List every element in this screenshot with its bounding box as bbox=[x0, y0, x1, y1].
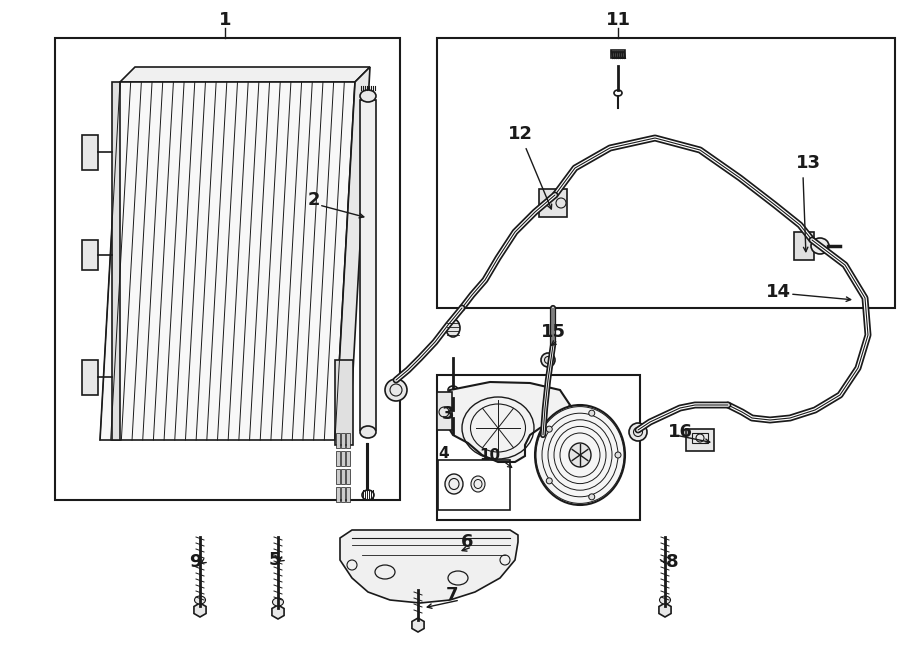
Ellipse shape bbox=[471, 476, 485, 492]
Bar bbox=[341, 451, 345, 466]
Bar bbox=[336, 451, 340, 466]
Bar bbox=[341, 433, 345, 448]
Text: 6: 6 bbox=[461, 533, 473, 551]
Bar bbox=[360, 100, 376, 430]
Text: 14: 14 bbox=[766, 283, 790, 301]
Ellipse shape bbox=[535, 405, 625, 505]
Bar bbox=[346, 469, 350, 484]
Ellipse shape bbox=[445, 474, 463, 494]
Text: 9: 9 bbox=[189, 553, 202, 571]
Ellipse shape bbox=[360, 426, 376, 438]
Bar bbox=[437, 392, 452, 430]
Bar bbox=[346, 487, 350, 502]
Ellipse shape bbox=[447, 402, 459, 414]
Ellipse shape bbox=[194, 596, 205, 604]
Ellipse shape bbox=[385, 379, 407, 401]
Polygon shape bbox=[340, 530, 518, 603]
Polygon shape bbox=[100, 82, 355, 440]
Text: 11: 11 bbox=[606, 11, 631, 29]
Bar bbox=[82, 135, 98, 170]
Text: 8: 8 bbox=[666, 553, 679, 571]
Bar bbox=[55, 38, 400, 500]
Text: 5: 5 bbox=[269, 551, 281, 569]
Bar bbox=[336, 469, 340, 484]
Ellipse shape bbox=[660, 596, 670, 604]
Ellipse shape bbox=[589, 494, 595, 500]
Bar bbox=[341, 469, 345, 484]
Bar bbox=[437, 38, 895, 308]
Text: 1: 1 bbox=[219, 11, 231, 29]
Ellipse shape bbox=[446, 319, 460, 337]
Bar bbox=[341, 487, 345, 502]
Ellipse shape bbox=[811, 238, 829, 254]
Bar bbox=[438, 460, 510, 510]
Ellipse shape bbox=[360, 90, 376, 102]
Ellipse shape bbox=[615, 452, 621, 458]
Ellipse shape bbox=[541, 353, 555, 367]
Bar bbox=[336, 433, 340, 448]
Text: 2: 2 bbox=[308, 191, 320, 209]
Ellipse shape bbox=[546, 478, 553, 484]
Ellipse shape bbox=[569, 443, 591, 467]
Ellipse shape bbox=[629, 423, 647, 441]
Text: 12: 12 bbox=[508, 125, 533, 143]
Bar bbox=[611, 50, 625, 58]
Text: 13: 13 bbox=[796, 154, 821, 172]
Ellipse shape bbox=[273, 598, 284, 606]
Text: 15: 15 bbox=[541, 323, 565, 341]
Text: 3: 3 bbox=[442, 405, 454, 423]
Ellipse shape bbox=[546, 426, 553, 432]
Bar bbox=[336, 487, 340, 502]
Bar bbox=[335, 360, 353, 445]
Bar bbox=[346, 451, 350, 466]
Bar bbox=[82, 240, 98, 270]
Bar bbox=[539, 189, 567, 217]
Polygon shape bbox=[335, 67, 370, 440]
Text: 16: 16 bbox=[668, 423, 692, 441]
Bar bbox=[112, 82, 120, 440]
Bar bbox=[346, 433, 350, 448]
Text: 10: 10 bbox=[480, 449, 500, 463]
Bar bbox=[686, 429, 714, 451]
Bar bbox=[437, 375, 640, 520]
Text: 4: 4 bbox=[438, 446, 449, 461]
Bar bbox=[692, 433, 708, 443]
Ellipse shape bbox=[589, 410, 595, 416]
Bar bbox=[794, 232, 814, 260]
Text: 7: 7 bbox=[446, 586, 458, 604]
Bar bbox=[82, 360, 98, 395]
Polygon shape bbox=[120, 67, 370, 82]
Polygon shape bbox=[442, 382, 570, 462]
